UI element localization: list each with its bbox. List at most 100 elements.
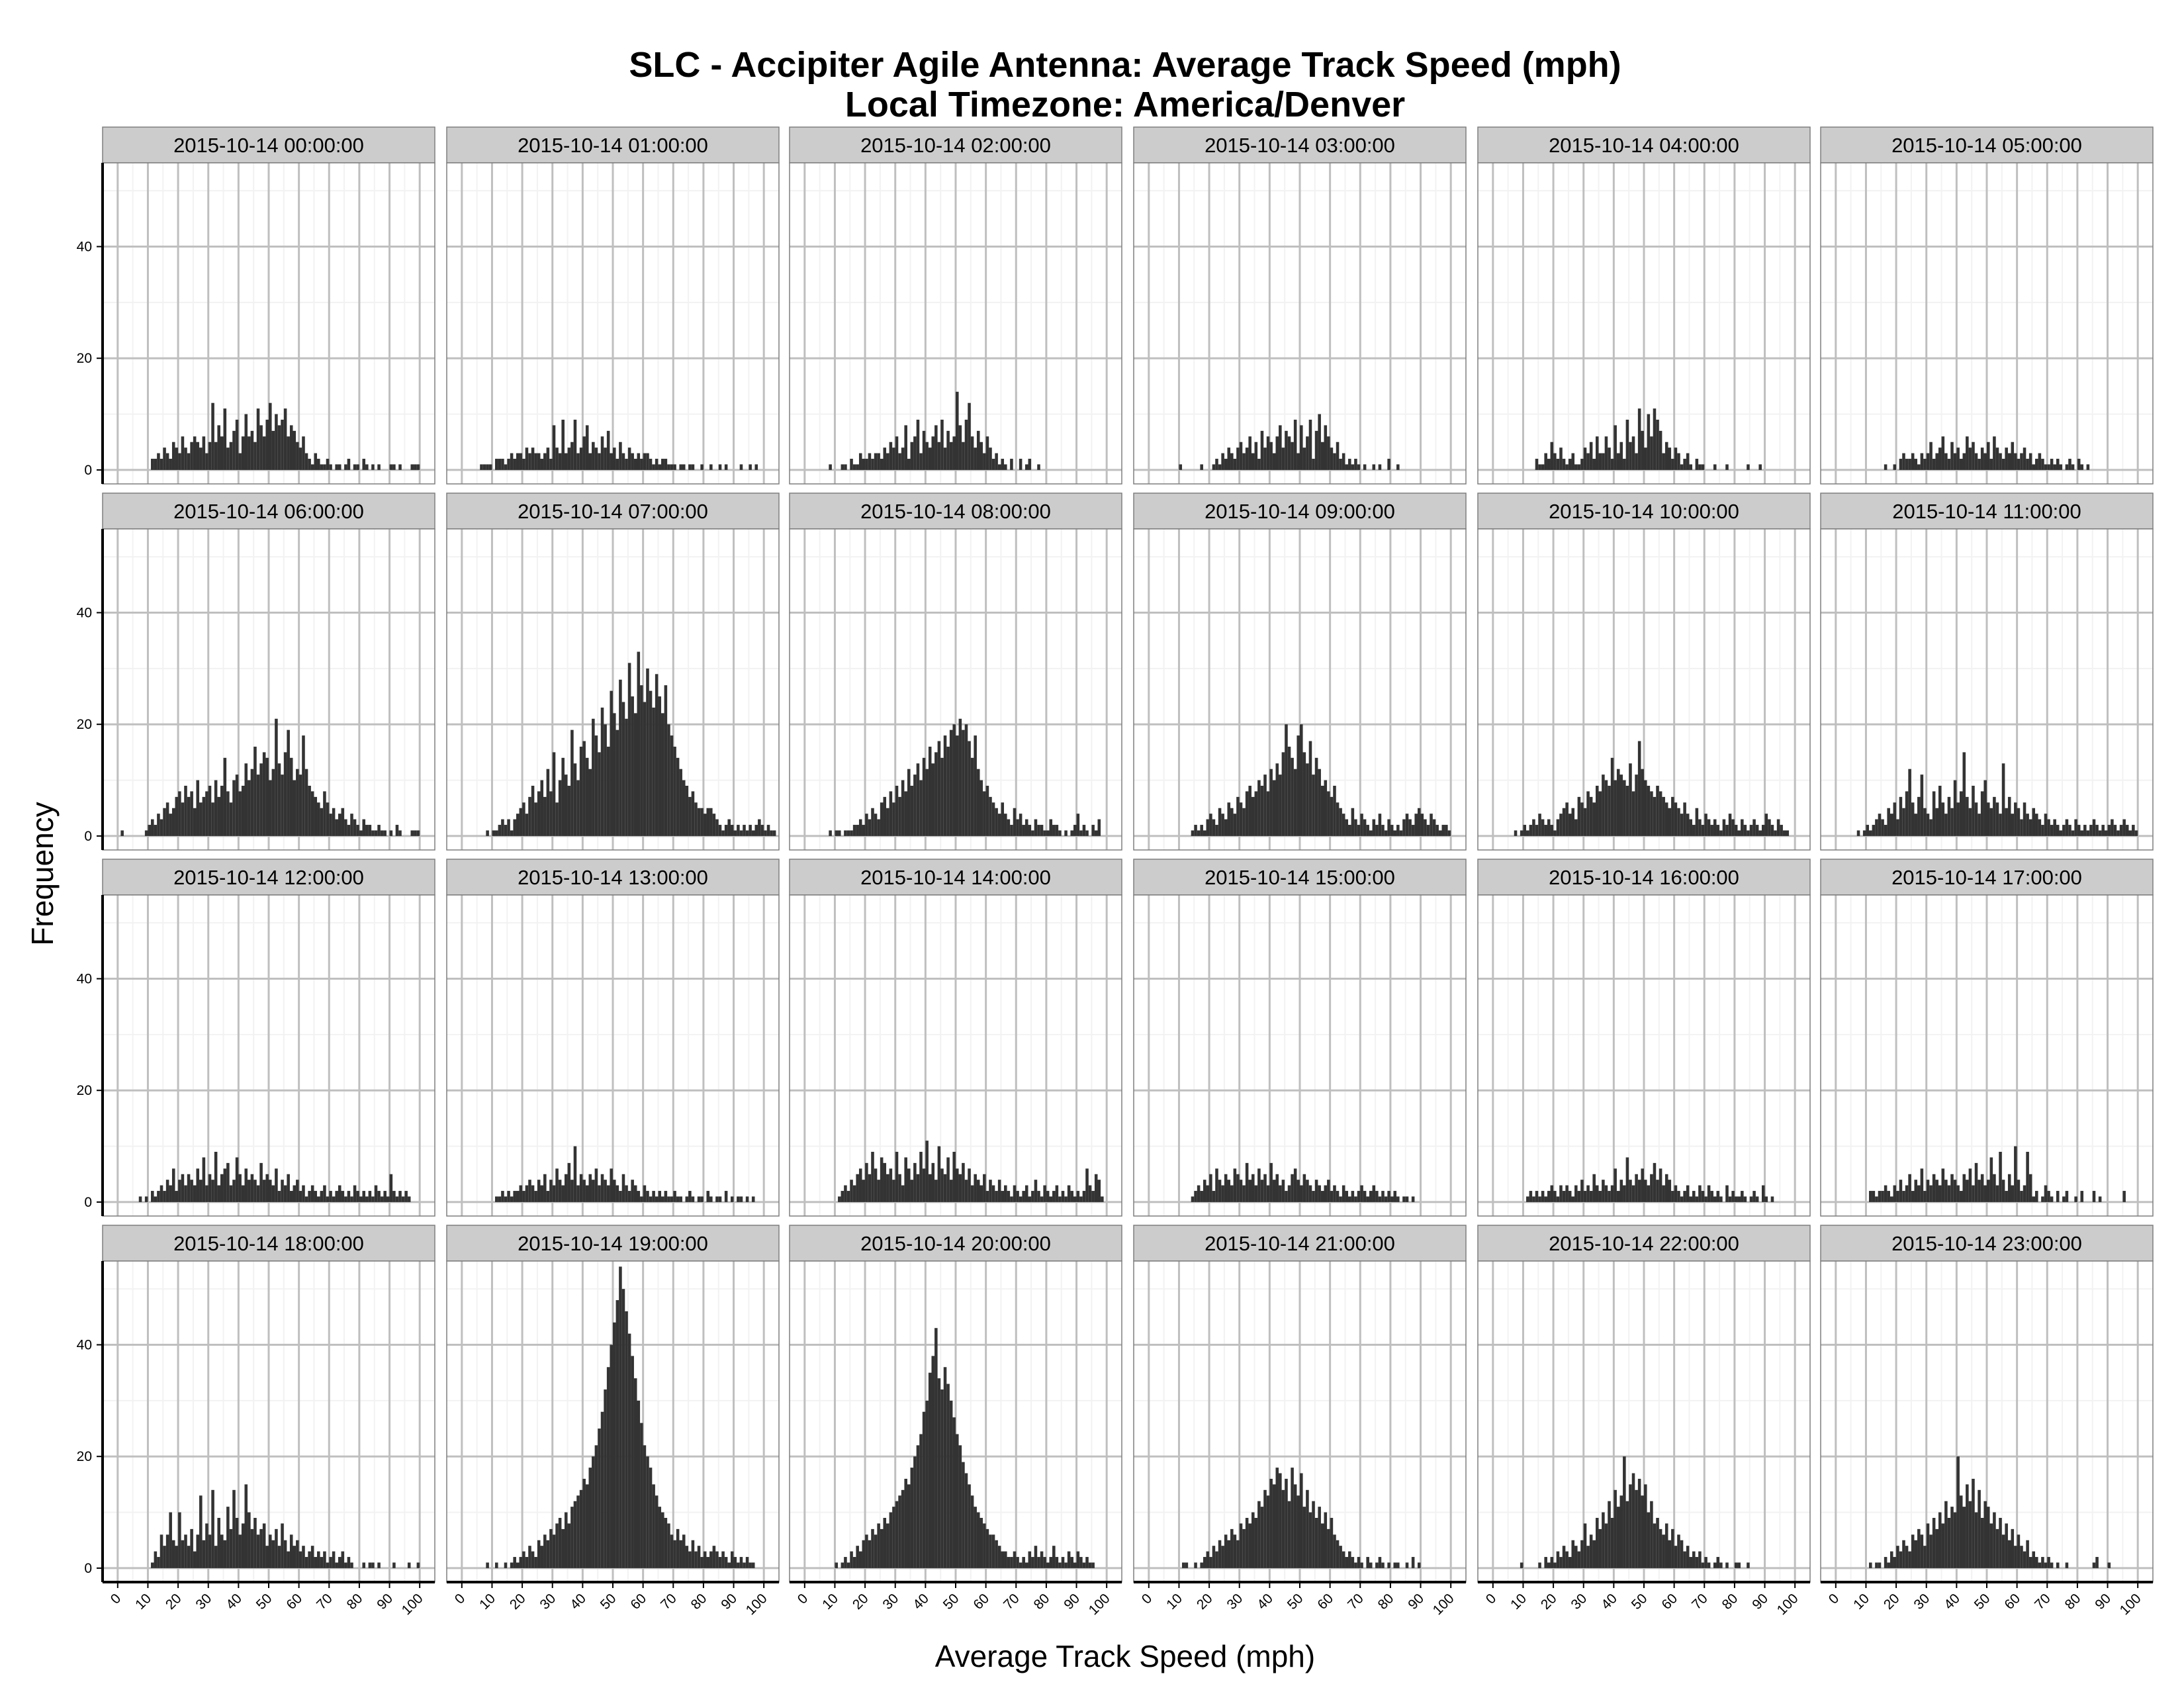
histogram-bar — [398, 1191, 402, 1202]
facet-strip — [446, 1225, 780, 1262]
x-tick-label: 20 — [1194, 1591, 1216, 1613]
histogram-bar — [1616, 1507, 1620, 1568]
histogram-bar — [543, 1174, 547, 1202]
histogram-bar — [715, 819, 719, 836]
histogram-bar — [1725, 464, 1729, 470]
histogram-bar — [1856, 830, 1860, 836]
facet-strip-label: 2015-10-14 15:00:00 — [1205, 866, 1395, 889]
histogram-bar — [1357, 1557, 1361, 1568]
histogram-bar — [1683, 1551, 1686, 1568]
histogram-bar — [1381, 1191, 1385, 1202]
histogram-bar — [1085, 830, 1089, 836]
histogram-bar — [691, 464, 695, 470]
histogram-bar — [1336, 802, 1340, 836]
histogram-bar — [1610, 757, 1614, 836]
histogram-bar — [2020, 1546, 2023, 1568]
histogram-bar — [244, 1484, 248, 1568]
histogram-bar — [1529, 825, 1533, 836]
histogram-bar — [389, 1174, 393, 1202]
histogram-bar — [985, 786, 989, 836]
histogram-bar — [1980, 1518, 1984, 1568]
histogram-bar — [1052, 1546, 1056, 1568]
histogram-bar — [555, 1168, 559, 1202]
histogram-bar — [1242, 808, 1246, 836]
histogram-bar — [598, 1185, 601, 1202]
histogram-bar — [962, 1462, 965, 1568]
histogram-bar — [1324, 425, 1328, 470]
histogram-bar — [298, 447, 302, 470]
histogram-bar — [1028, 1551, 1032, 1568]
histogram-bar — [1929, 1185, 1933, 1202]
histogram-bar — [1082, 1191, 1086, 1202]
histogram-bar — [1333, 453, 1336, 470]
histogram-bar — [1390, 825, 1394, 836]
histogram-bar — [317, 802, 320, 836]
histogram-bar — [558, 1518, 562, 1568]
histogram-bar — [1381, 1562, 1385, 1568]
histogram-bar — [997, 1546, 1001, 1568]
histogram-bar — [1896, 819, 1899, 836]
histogram-bar — [1369, 1191, 1373, 1202]
histogram-bar — [718, 1196, 722, 1202]
histogram-bar — [2044, 1185, 2048, 1202]
histogram-bar — [1314, 1180, 1318, 1202]
histogram-bar — [2062, 1196, 2066, 1202]
histogram-bar — [1659, 791, 1662, 836]
histogram-bar — [2041, 459, 2044, 470]
histogram-bar — [1917, 464, 1921, 470]
histogram-bar — [1230, 453, 1234, 470]
histogram-bar — [226, 791, 230, 836]
histogram-bar — [1384, 1196, 1388, 1202]
histogram-bar — [507, 459, 510, 470]
histogram-bar — [1635, 1489, 1638, 1568]
histogram-bar — [655, 1495, 659, 1568]
histogram-bar — [359, 830, 363, 836]
histogram-bar — [1547, 819, 1551, 836]
histogram-bar — [1758, 464, 1762, 470]
histogram-bar — [1013, 1185, 1017, 1202]
histogram-bar — [1004, 814, 1007, 836]
histogram-bar — [277, 1191, 281, 1202]
histogram-bar — [1938, 786, 1942, 836]
histogram-bar — [1577, 1551, 1581, 1568]
histogram-bar — [259, 1528, 263, 1568]
histogram-bar — [1550, 442, 1554, 470]
histogram-bar — [558, 1180, 562, 1202]
histogram-bar — [281, 420, 284, 470]
histogram-bar — [1230, 808, 1234, 836]
histogram-bar — [362, 1562, 366, 1568]
histogram-bar — [1088, 1185, 1092, 1202]
histogram-bar — [1568, 1191, 1572, 1202]
histogram-bar — [492, 830, 496, 836]
histogram-bar — [974, 1507, 977, 1568]
histogram-bar — [534, 802, 537, 836]
histogram-bar — [235, 774, 239, 836]
histogram-bar — [308, 1551, 311, 1568]
histogram-bar — [1287, 746, 1291, 836]
histogram-bar — [1978, 1180, 1981, 1202]
histogram-bar — [640, 1423, 643, 1568]
histogram-bar — [594, 1168, 598, 1202]
histogram-bar — [190, 1180, 193, 1202]
histogram-bar — [898, 453, 901, 470]
histogram-bar — [1287, 436, 1291, 470]
histogram-bar — [507, 819, 510, 836]
histogram-bar — [1016, 1557, 1019, 1568]
histogram-bar — [688, 1551, 692, 1568]
histogram-bar — [1082, 825, 1086, 836]
histogram-bar — [2035, 459, 2038, 470]
histogram-bar — [1950, 1174, 1954, 1202]
histogram-bar — [1966, 436, 1969, 470]
histogram-bar — [410, 830, 414, 836]
histogram-bar — [922, 757, 926, 836]
histogram-bar — [862, 459, 866, 470]
histogram-bar — [1312, 1191, 1315, 1202]
histogram-bar — [643, 1185, 647, 1202]
histogram-bar — [1875, 1562, 1878, 1568]
x-tick-label: 0 — [795, 1591, 811, 1607]
histogram-bar — [1893, 1185, 1897, 1202]
histogram-bar — [1749, 825, 1753, 836]
histogram-bar — [329, 814, 332, 836]
histogram-bar — [1306, 1180, 1309, 1202]
histogram-bar — [679, 1196, 682, 1202]
